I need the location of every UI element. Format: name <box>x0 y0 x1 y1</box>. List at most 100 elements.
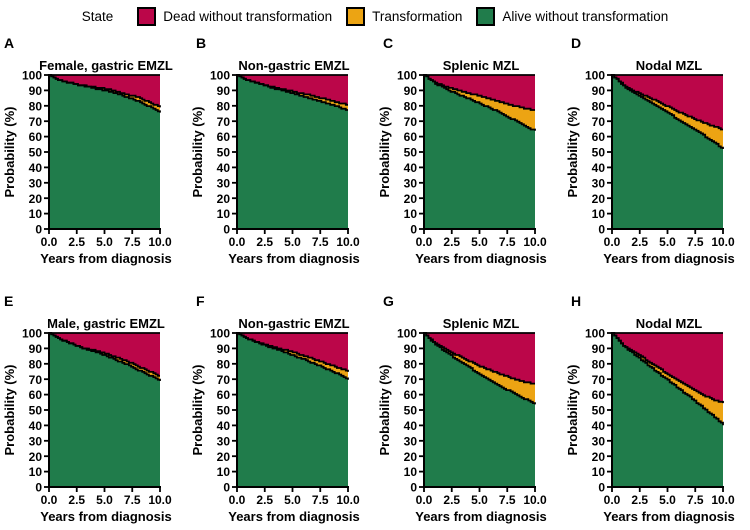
panel-letter: D <box>571 35 581 51</box>
panel-d-chart: D Nodal MZL Probability (%) Years from d… <box>565 35 735 266</box>
svg-text:50: 50 <box>404 404 418 418</box>
svg-text:2.5: 2.5 <box>443 493 460 507</box>
svg-text:0.0: 0.0 <box>228 493 245 507</box>
svg-text:7.5: 7.5 <box>311 235 328 249</box>
y-axis-label: Probability (%) <box>190 364 205 455</box>
svg-text:50: 50 <box>591 404 605 418</box>
panel-title: Nodal MZL <box>635 58 701 73</box>
svg-text:60: 60 <box>216 388 230 402</box>
svg-text:100: 100 <box>22 327 42 341</box>
svg-text:20: 20 <box>404 450 418 464</box>
svg-text:50: 50 <box>404 146 418 160</box>
svg-text:40: 40 <box>404 161 418 175</box>
svg-text:0: 0 <box>35 223 42 237</box>
svg-text:50: 50 <box>29 404 43 418</box>
panel-letter: B <box>196 35 206 51</box>
svg-text:70: 70 <box>591 373 605 387</box>
svg-text:10.0: 10.0 <box>523 235 547 249</box>
panel-c-chart: C Splenic MZL Probability (%) Years from… <box>377 35 547 266</box>
svg-text:2.5: 2.5 <box>68 493 85 507</box>
svg-text:7.5: 7.5 <box>499 235 516 249</box>
svg-text:10.0: 10.0 <box>148 235 172 249</box>
x-axis-label: Years from diagnosis <box>415 251 547 266</box>
svg-text:100: 100 <box>584 69 604 83</box>
x-axis-label: Years from diagnosis <box>40 509 172 524</box>
x-axis-label: Years from diagnosis <box>40 251 172 266</box>
svg-text:7.5: 7.5 <box>499 493 516 507</box>
svg-text:40: 40 <box>404 419 418 433</box>
svg-text:70: 70 <box>216 115 230 129</box>
svg-text:5.0: 5.0 <box>659 493 676 507</box>
svg-text:40: 40 <box>216 419 230 433</box>
panel-h-chart: H Nodal MZL Probability (%) Years from d… <box>565 293 735 524</box>
panel-title: Female, gastric EMZL <box>39 58 173 73</box>
svg-text:80: 80 <box>404 357 418 371</box>
svg-text:80: 80 <box>216 357 230 371</box>
svg-text:70: 70 <box>29 115 43 129</box>
svg-text:7.5: 7.5 <box>124 235 141 249</box>
y-axis-label: Probability (%) <box>2 364 17 455</box>
svg-text:90: 90 <box>216 342 230 356</box>
panel-e-chart: E Male, gastric EMZL Probability (%) Yea… <box>2 293 172 524</box>
legend-label-dead: Dead without transformation <box>163 8 333 24</box>
svg-text:0: 0 <box>598 223 605 237</box>
svg-text:50: 50 <box>216 146 230 160</box>
svg-text:0.0: 0.0 <box>416 493 433 507</box>
panel-letter: C <box>383 35 393 51</box>
svg-text:0.0: 0.0 <box>228 235 245 249</box>
svg-text:0.0: 0.0 <box>41 235 58 249</box>
svg-text:20: 20 <box>591 450 605 464</box>
svg-text:0: 0 <box>410 223 417 237</box>
svg-text:60: 60 <box>404 130 418 144</box>
panel-letter: A <box>4 35 14 51</box>
panel-title: Splenic MZL <box>443 316 520 331</box>
svg-text:50: 50 <box>216 404 230 418</box>
y-axis-label: Probability (%) <box>565 106 580 197</box>
svg-text:60: 60 <box>216 130 230 144</box>
x-axis-label: Years from diagnosis <box>228 251 360 266</box>
svg-text:10: 10 <box>29 465 43 479</box>
svg-text:30: 30 <box>404 176 418 190</box>
svg-text:0.0: 0.0 <box>416 235 433 249</box>
y-axis-label: Probability (%) <box>377 106 392 197</box>
svg-text:2.5: 2.5 <box>631 235 648 249</box>
svg-text:10: 10 <box>29 207 43 221</box>
svg-text:10.0: 10.0 <box>711 235 735 249</box>
svg-text:30: 30 <box>29 434 43 448</box>
x-axis-label: Years from diagnosis <box>228 509 360 524</box>
svg-text:60: 60 <box>29 388 43 402</box>
svg-text:0.0: 0.0 <box>603 493 620 507</box>
panel-letter: F <box>196 293 205 309</box>
svg-text:10.0: 10.0 <box>711 493 735 507</box>
svg-text:0: 0 <box>35 481 42 495</box>
svg-text:70: 70 <box>29 373 43 387</box>
svg-text:60: 60 <box>29 130 43 144</box>
svg-text:5.0: 5.0 <box>284 235 301 249</box>
svg-text:70: 70 <box>216 373 230 387</box>
svg-text:70: 70 <box>404 373 418 387</box>
svg-text:20: 20 <box>29 192 43 206</box>
panel-title: Splenic MZL <box>443 58 520 73</box>
svg-text:60: 60 <box>591 130 605 144</box>
svg-text:20: 20 <box>216 450 230 464</box>
legend-item-transformation: Transformation <box>346 6 462 26</box>
svg-text:10: 10 <box>404 207 418 221</box>
legend-swatch-dead-icon <box>137 6 157 26</box>
legend-swatch-alive-icon <box>476 6 496 26</box>
svg-text:5.0: 5.0 <box>284 493 301 507</box>
panel-title: Nodal MZL <box>635 316 701 331</box>
legend-swatch-transformation-icon <box>346 6 366 26</box>
svg-text:80: 80 <box>591 357 605 371</box>
panel-title: Non-gastric EMZL <box>238 58 349 73</box>
svg-text:5.0: 5.0 <box>471 493 488 507</box>
svg-text:7.5: 7.5 <box>311 493 328 507</box>
svg-text:70: 70 <box>591 115 605 129</box>
svg-text:100: 100 <box>397 327 417 341</box>
svg-text:5.0: 5.0 <box>659 235 676 249</box>
svg-text:30: 30 <box>216 176 230 190</box>
